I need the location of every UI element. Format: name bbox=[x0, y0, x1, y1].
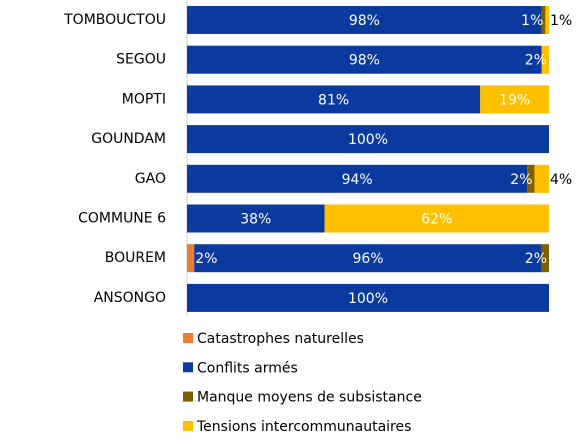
bar-segment bbox=[534, 164, 549, 193]
bar-segment bbox=[541, 45, 549, 74]
value-label: 4% bbox=[550, 172, 572, 188]
value-label: 98% bbox=[349, 53, 380, 69]
value-label: 19% bbox=[499, 92, 530, 108]
legend-label: Conflits armés bbox=[197, 360, 298, 376]
bar-segment bbox=[187, 85, 481, 114]
bar-segment bbox=[541, 6, 546, 34]
category-label: SEGOU bbox=[116, 52, 166, 68]
bar-segment bbox=[541, 244, 549, 273]
value-label: 98% bbox=[349, 13, 380, 29]
bar-segment bbox=[187, 204, 325, 233]
category-label: GAO bbox=[135, 171, 166, 187]
value-label: 96% bbox=[352, 251, 383, 267]
bar-segment bbox=[545, 6, 549, 34]
bar-segment bbox=[527, 164, 535, 193]
value-label: 94% bbox=[342, 172, 373, 188]
value-label: 2% bbox=[510, 172, 532, 188]
value-label: 2% bbox=[525, 53, 547, 69]
value-label: 100% bbox=[348, 132, 388, 148]
value-label: 2% bbox=[195, 251, 217, 267]
legend-label: Tensions intercommunautaires bbox=[196, 419, 411, 435]
value-label: 1% bbox=[550, 13, 572, 29]
value-label: 81% bbox=[318, 92, 349, 108]
bar-segment bbox=[194, 244, 542, 273]
category-label: GOUNDAM bbox=[91, 131, 166, 147]
legend-swatch bbox=[183, 362, 193, 373]
bar-segment bbox=[187, 283, 549, 312]
bar-segment bbox=[324, 204, 549, 233]
legend-swatch bbox=[183, 391, 193, 402]
bar-segment bbox=[480, 85, 549, 114]
bar-segment bbox=[187, 244, 195, 273]
category-label: MOPTI bbox=[122, 91, 166, 107]
legend-swatch bbox=[183, 420, 193, 431]
bar-segment bbox=[187, 125, 549, 154]
legend-label: Manque moyens de subsistance bbox=[197, 390, 422, 406]
value-label: 1% bbox=[521, 13, 543, 29]
category-label: COMMUNE 6 bbox=[78, 211, 166, 227]
category-label: BOUREM bbox=[105, 250, 166, 266]
value-label: 62% bbox=[421, 212, 452, 228]
value-label: 100% bbox=[348, 291, 388, 307]
bar-segment bbox=[187, 6, 542, 34]
bar-segment bbox=[187, 45, 542, 74]
bar-segment bbox=[187, 164, 528, 193]
category-label: ANSONGO bbox=[94, 290, 166, 306]
legend-swatch bbox=[183, 333, 193, 343]
value-label: 38% bbox=[240, 212, 271, 228]
legend-label: Catastrophes naturelles bbox=[197, 331, 364, 347]
category-label: TOMBOUCTOU bbox=[63, 12, 166, 28]
value-label: 2% bbox=[525, 251, 547, 267]
